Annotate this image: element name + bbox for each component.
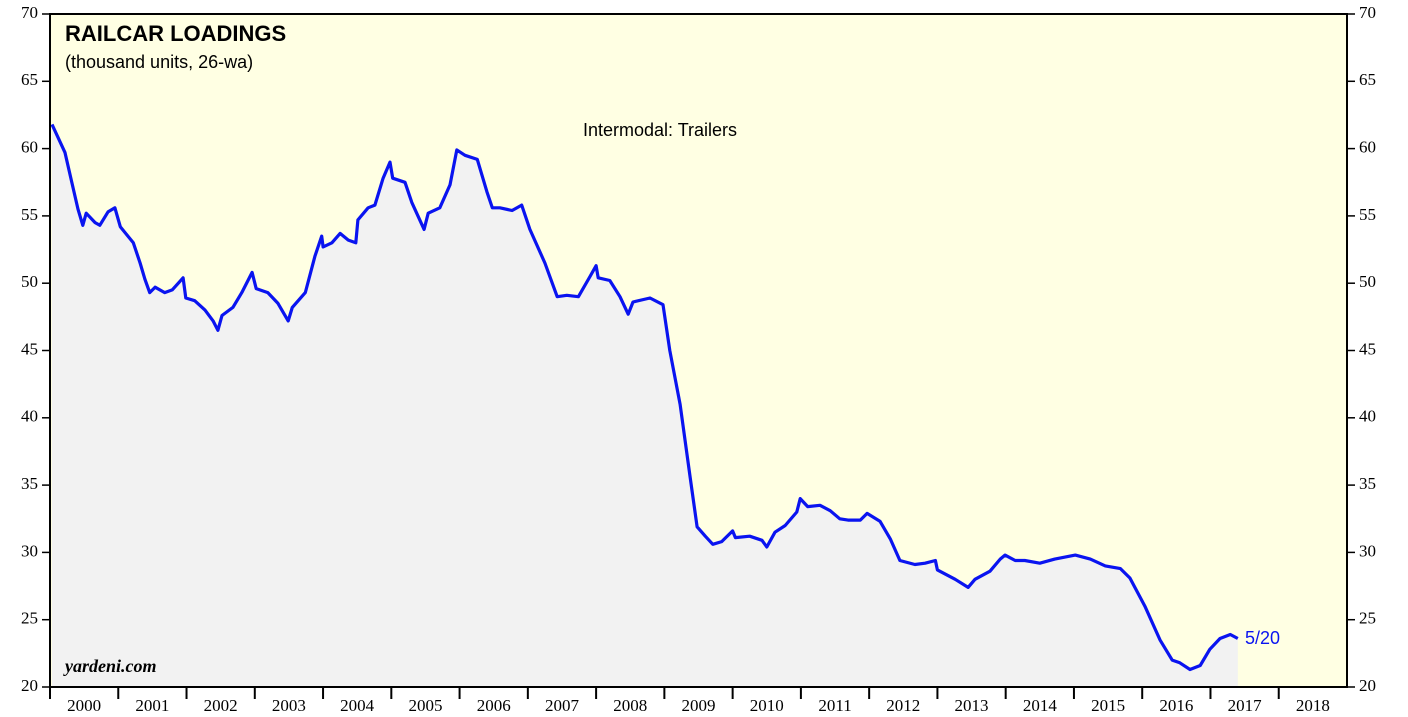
x-tick-label: 2016 xyxy=(1159,696,1193,715)
y2-tick-label: 45 xyxy=(1359,339,1376,358)
line xyxy=(50,123,1239,672)
x-tick-label: 2003 xyxy=(272,696,306,715)
x-tick-label: 2007 xyxy=(545,696,580,715)
y-tick-label: 35 xyxy=(21,474,38,493)
y2-tick-label: 60 xyxy=(1359,138,1376,157)
x-tick-label: 2002 xyxy=(204,696,238,715)
y-tick-label: 45 xyxy=(21,339,38,358)
x-tick-label: 2000 xyxy=(67,696,101,715)
y2-tick-label: 70 xyxy=(1359,3,1376,22)
x-tick-label: 2015 xyxy=(1091,696,1125,715)
area xyxy=(52,124,1238,687)
y2-tick-label: 65 xyxy=(1359,70,1376,89)
y2-tick-label: 50 xyxy=(1359,272,1376,291)
x-tick-label: 2011 xyxy=(818,696,851,715)
x-tick-label: 2010 xyxy=(750,696,784,715)
y-tick-label: 30 xyxy=(21,541,38,560)
y2-tick-label: 35 xyxy=(1359,474,1376,493)
y-tick-label: 50 xyxy=(21,272,38,291)
chart-subtitle: (thousand units, 26-wa) xyxy=(65,52,253,72)
date-label: 5/20 xyxy=(1245,628,1280,648)
y-tick-label: 70 xyxy=(21,3,38,22)
x-tick-label: 2017 xyxy=(1228,696,1263,715)
y-tick-label: 20 xyxy=(21,676,38,695)
x-tick-label: 2008 xyxy=(613,696,647,715)
x-tick-label: 2014 xyxy=(1023,696,1058,715)
y2-tick-label: 30 xyxy=(1359,541,1376,560)
source-label: yardeni.com xyxy=(63,656,157,676)
y2-tick-label: 25 xyxy=(1359,609,1376,628)
y2-tick-label: 40 xyxy=(1359,407,1376,426)
x-tick-label: 2005 xyxy=(408,696,442,715)
y-tick-label: 40 xyxy=(21,407,38,426)
x-tick-label: 2009 xyxy=(682,696,716,715)
x-tick-label: 2012 xyxy=(886,696,920,715)
x-tick-label: 2018 xyxy=(1296,696,1330,715)
x-tick-label: 2001 xyxy=(135,696,169,715)
x-tick-label: 2013 xyxy=(955,696,989,715)
y2-tick-label: 55 xyxy=(1359,205,1376,224)
x-tick-label: 2006 xyxy=(477,696,511,715)
x-tick-label: 2004 xyxy=(340,696,375,715)
chart-title: RAILCAR LOADINGS xyxy=(65,21,286,46)
series-label: Intermodal: Trailers xyxy=(583,120,737,140)
marks xyxy=(50,123,1239,687)
y2-tick-label: 20 xyxy=(1359,676,1376,695)
y-tick-label: 55 xyxy=(21,205,38,224)
y-tick-label: 25 xyxy=(21,609,38,628)
y-tick-label: 60 xyxy=(21,138,38,157)
y-tick-label: 65 xyxy=(21,70,38,89)
